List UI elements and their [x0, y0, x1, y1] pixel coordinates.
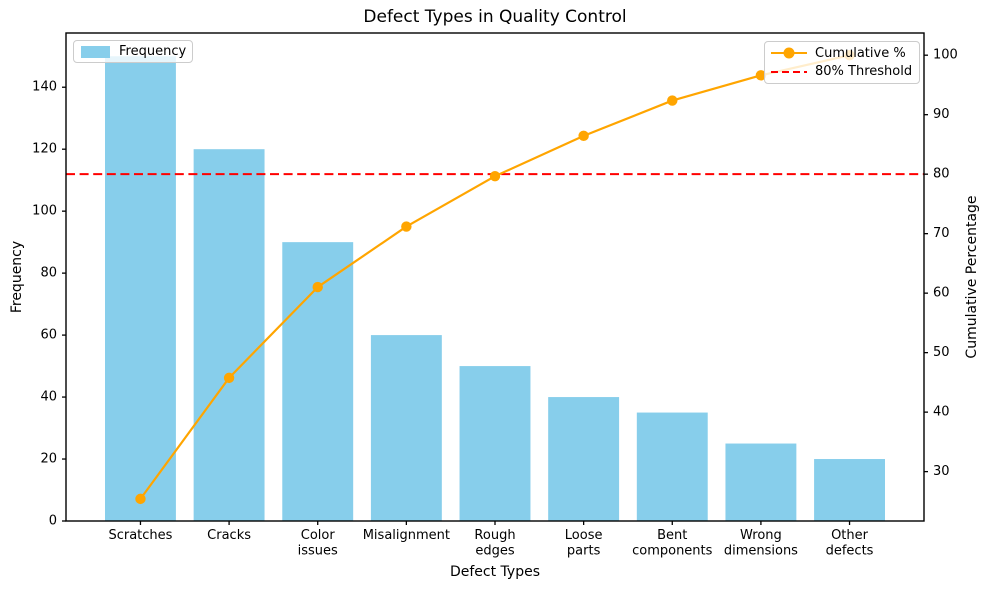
x-tick-label: Scratches — [108, 528, 172, 543]
x-tick-label: issues — [298, 544, 338, 559]
x-tick-label: edges — [475, 544, 515, 559]
legend-row-cumulative: Cumulative % — [771, 44, 913, 62]
threshold-line-sample — [771, 66, 807, 78]
frequency-swatch — [81, 45, 110, 58]
cumulative-marker — [667, 95, 678, 106]
x-tick-label: dimensions — [724, 544, 798, 559]
cumulative-marker — [223, 372, 235, 384]
y-tick-label-right: 80 — [933, 167, 950, 182]
frequency-bar — [725, 443, 797, 521]
x-tick-label: Bent — [657, 528, 687, 543]
y-tick-label-left: 140 — [32, 80, 57, 95]
chart-title: Defect Types in Quality Control — [363, 7, 627, 27]
y-tick-label-left: 40 — [40, 390, 57, 405]
y-tick-label-right: 90 — [933, 107, 950, 122]
legend-frequency: Frequency — [73, 40, 193, 63]
threshold-line-swatch — [771, 70, 807, 73]
y-tick-label-left: 0 — [49, 514, 57, 529]
x-tick-label: Color — [301, 528, 336, 543]
legend-label-frequency: Frequency — [119, 44, 187, 59]
y-axis-label-right: Cumulative Percentage — [964, 195, 980, 359]
legend-cumulative: Cumulative % 80% Threshold — [764, 41, 920, 84]
cumulative-marker — [312, 281, 323, 293]
y-tick-label-right: 100 — [933, 48, 958, 63]
frequency-bar — [193, 149, 265, 521]
frequency-bar — [105, 56, 176, 521]
cumulative-line-sample — [771, 47, 807, 59]
x-tick-label: Rough — [474, 528, 515, 543]
frequency-bar — [814, 459, 885, 521]
y-tick-label-left: 100 — [32, 204, 57, 219]
cumulative-marker-swatch — [783, 47, 795, 59]
x-tick-label: Wrong — [740, 528, 782, 543]
frequency-bar — [370, 335, 442, 521]
y-tick-label-right: 70 — [933, 226, 950, 241]
x-tick-label: parts — [567, 544, 601, 559]
x-tick-label: defects — [826, 544, 874, 559]
x-tick-label: Cracks — [207, 528, 251, 543]
x-tick-label: components — [632, 544, 713, 559]
frequency-bar — [636, 412, 708, 521]
y-tick-label-left: 120 — [32, 142, 57, 157]
cumulative-marker — [489, 170, 501, 182]
x-axis-label: Defect Types — [449, 564, 541, 580]
x-tick-label: Loose — [565, 528, 603, 543]
y-tick-label-right: 40 — [933, 405, 950, 420]
y-tick-label-right: 30 — [933, 464, 950, 479]
y-tick-label-right: 50 — [933, 345, 950, 360]
y-axis-label-left: Frequency — [9, 240, 25, 314]
legend-label-cumulative: Cumulative % — [815, 45, 906, 61]
cumulative-marker — [755, 70, 767, 81]
cumulative-marker — [578, 130, 589, 142]
x-tick-label: Misalignment — [363, 528, 450, 543]
y-tick-label-left: 80 — [40, 266, 57, 281]
legend-row-threshold: 80% Threshold — [771, 63, 913, 81]
cumulative-marker — [401, 221, 412, 232]
y-tick-label-right: 60 — [933, 286, 950, 301]
y-tick-label-left: 60 — [40, 328, 57, 343]
y-tick-label-left: 20 — [40, 452, 57, 467]
legend-label-threshold: 80% Threshold — [815, 64, 913, 80]
cumulative-marker — [135, 493, 146, 505]
frequency-bar — [459, 366, 531, 521]
x-tick-label: Other — [831, 528, 869, 543]
frequency-bar — [548, 397, 620, 521]
